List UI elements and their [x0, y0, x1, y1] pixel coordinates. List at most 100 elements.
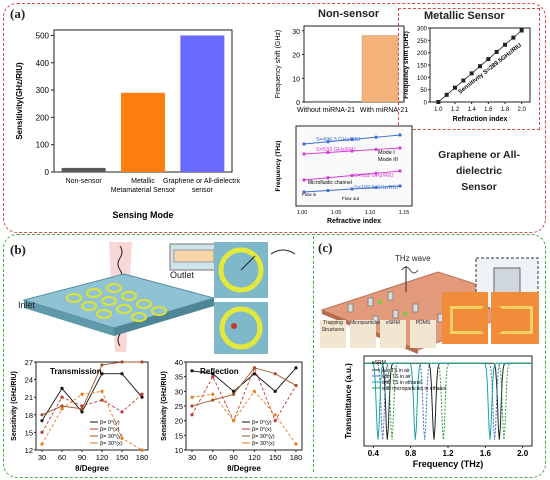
data-point: [398, 184, 402, 188]
data-point: [190, 404, 194, 408]
y-axis-label: Sensitivity (GHz/RIU): [11, 371, 18, 441]
data-point: [374, 147, 378, 152]
metallic-sensor-title: Metallic Sensor: [424, 10, 505, 22]
legend-title: eSRM: [372, 360, 386, 366]
y-tick-label: 21: [25, 393, 33, 402]
x-axis-label: θ/Degree: [75, 464, 109, 473]
y-axis-label: Frequency shift (GHz): [275, 30, 282, 98]
data-point: [374, 185, 378, 190]
y-tick-label: 200: [417, 51, 428, 57]
structure-legend: Trapping Structures Microparticles eSRM …: [320, 320, 440, 352]
series-line: [41, 393, 143, 433]
inlet-label: Inlet: [18, 300, 36, 310]
legend-entry: β= 0°(x): [252, 427, 272, 433]
data-point: [519, 28, 524, 33]
data-point: [252, 366, 256, 370]
y-tick-label: 0: [424, 101, 428, 107]
data-point: [350, 137, 354, 142]
data-point: [350, 187, 354, 191]
flow-in-label: Flow in: [302, 192, 317, 197]
legend-entry: β= 30°(x): [100, 441, 123, 447]
y-tick-label: 200: [36, 113, 50, 122]
split-ring-icon: [450, 306, 484, 334]
x-axis-label: Sensing Mode: [112, 210, 173, 220]
data-point: [232, 392, 236, 396]
data-point: [211, 375, 215, 379]
data-point: [326, 188, 330, 193]
data-point: [60, 386, 64, 390]
data-point: [469, 71, 474, 76]
y-tick-label: 15: [175, 431, 183, 440]
x-tick-label: 30: [38, 453, 46, 462]
x-tick-label: 0.8: [405, 449, 417, 458]
x-tick-label: 2.0: [517, 449, 529, 458]
data-point: [120, 372, 124, 376]
y-tick-label: 150: [417, 64, 428, 70]
y-tick-label: 0: [296, 100, 300, 107]
data-point: [120, 360, 124, 364]
x-tick-label: Graphene or All-dielectric: [163, 178, 240, 185]
legend-mode-3: Mode III: [378, 157, 398, 163]
y-tick-label: 100: [417, 76, 428, 82]
y-axis-label: Sensitivity (GHz/RIU): [161, 371, 168, 441]
data-point: [80, 392, 84, 396]
data-point: [211, 398, 215, 402]
series-line: [364, 362, 532, 440]
data-point: [40, 430, 44, 434]
legend-entry: β= 30°(y): [252, 434, 275, 440]
data-point: [100, 398, 104, 402]
legend-entry: with microparticles in ethanol: [382, 386, 446, 392]
data-point: [140, 448, 144, 452]
legend-entry: β= 0°(y): [252, 420, 272, 426]
legend-entry: β= 30°(x): [252, 441, 275, 447]
data-point: [511, 35, 516, 40]
data-point: [40, 419, 44, 423]
ring-array: [65, 282, 168, 323]
data-point: [120, 410, 124, 414]
metallic-sensor-box: [398, 8, 540, 130]
x-tick-label: 1.15: [399, 210, 410, 216]
x-tick-label: 120: [96, 453, 109, 462]
series-line: [41, 361, 142, 416]
panel-c-label: (c): [318, 240, 333, 255]
y-tick-label: 18: [25, 411, 33, 420]
data-point: [140, 395, 144, 399]
data-point: [273, 413, 277, 417]
x-tick-label: Metallic: [131, 178, 155, 185]
data-point: [252, 372, 256, 376]
data-point: [294, 366, 298, 370]
graphene-caption-line2: Sensor: [461, 181, 497, 193]
x-tick-label: 180: [136, 453, 149, 462]
x-tick-label: 1.4: [467, 107, 476, 113]
y-axis-label: Frequency shift (GHz): [403, 31, 410, 99]
channel-detail: [173, 249, 215, 263]
data-point: [60, 407, 64, 411]
sensitivity-label: S=533 GHz/RIU: [316, 147, 356, 153]
series-line: [191, 367, 297, 392]
y-tick-label: 0: [45, 168, 50, 177]
x-tick-label: Non-sensor: [66, 178, 103, 185]
data-point: [273, 372, 277, 376]
data-point: [273, 419, 277, 423]
y-tick-label: 300: [417, 27, 428, 33]
y-tick-label: 15: [25, 428, 33, 437]
y-tick-label: 100: [36, 141, 50, 150]
x-tick-label: 1.8: [501, 107, 510, 113]
panel-a-frame: [3, 3, 546, 233]
sensitivity-label: S=496.3 GHz/RIU: [316, 137, 360, 143]
data-point: [398, 146, 402, 150]
graphene-caption: Graphene or All-dielectric Sensor: [420, 147, 538, 195]
data-point: [294, 383, 298, 388]
bar: [361, 35, 399, 103]
data-point: [211, 372, 215, 376]
series-line: [41, 390, 143, 451]
data-point: [60, 395, 64, 399]
x-tick-label: 1.2: [451, 107, 460, 113]
y-tick-label: 10: [292, 76, 300, 83]
plot-frame: [303, 25, 405, 103]
data-point: [486, 57, 491, 62]
data-point: [140, 392, 144, 396]
y-tick-label: 20: [175, 417, 183, 426]
y-tick-label: 500: [36, 31, 50, 40]
